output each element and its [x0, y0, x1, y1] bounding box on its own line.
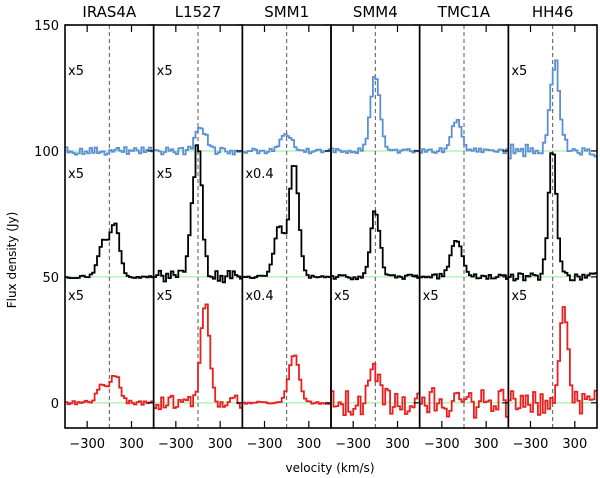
spectrum-top — [331, 76, 420, 154]
x-tick-label: −300 — [513, 437, 549, 452]
x-tick-label: 300 — [385, 437, 410, 452]
spectrum-bottom — [153, 303, 243, 411]
panel-title: HH46 — [532, 3, 574, 21]
spectrum-top — [242, 133, 331, 155]
spectrum-bottom — [419, 387, 509, 419]
spectrum-bottom — [508, 306, 597, 416]
spectrum-top — [153, 126, 243, 156]
y-tick-label: 50 — [42, 271, 59, 286]
spectrum-top — [508, 59, 597, 160]
y-axis-label: Flux density (Jy) — [5, 212, 19, 309]
spectrum-top — [419, 119, 509, 155]
x-tick-label: 300 — [296, 437, 321, 452]
y-tick-label: 0 — [51, 397, 59, 412]
multiplier-label: x5 — [157, 289, 173, 304]
multiplier-label: x5 — [157, 167, 173, 182]
multiplier-label: x0.4 — [245, 289, 273, 304]
panel-title: SMM4 — [353, 3, 398, 21]
multiplier-label: x5 — [68, 289, 84, 304]
spectrum-middle — [419, 240, 509, 280]
multiplier-label: x0.4 — [245, 167, 273, 182]
y-tick-label: 100 — [34, 145, 59, 160]
x-tick-label: 300 — [119, 437, 144, 452]
multiplier-label: x5 — [511, 289, 527, 304]
spectrum-bottom — [65, 375, 154, 406]
panel: −300 300 SMM4 x5 — [330, 3, 421, 452]
panel: −300 300 TMC1A x5 — [418, 3, 510, 452]
spectrum-bottom — [242, 354, 331, 405]
panel-frame — [418, 24, 510, 429]
multiplier-label: x5 — [511, 64, 527, 79]
multiplier-label: x5 — [68, 167, 84, 182]
panel: −300 300 IRAS4A x5 x5 x5 — [64, 3, 155, 452]
multiplier-label: x5 — [334, 289, 350, 304]
panel-title: TMC1A — [437, 3, 491, 21]
x-tick-label: −300 — [158, 437, 194, 452]
x-tick-label: 300 — [208, 437, 233, 452]
panels-layer: 0 50 100 150 −300 300 IRAS4A x5 x5 x5 −300 300 L1527… — [34, 3, 598, 452]
spectrum-bottom — [331, 362, 420, 416]
spectrum-middle — [153, 144, 243, 284]
panel-title: L1527 — [175, 3, 222, 21]
spectrum-middle — [65, 222, 154, 279]
panel: −300 300 L1527 x5 x5 x5 — [152, 3, 244, 452]
spectrum-middle — [508, 152, 597, 282]
panel: −300 300 HH46 x5 x5 — [507, 3, 598, 452]
multiplier-label: x5 — [157, 64, 173, 79]
panel-frame — [507, 24, 598, 429]
x-tick-label: −300 — [247, 437, 283, 452]
y-tick-label: 150 — [34, 19, 59, 34]
panel: −300 300 SMM1 x0.4 x0.4 — [241, 3, 332, 452]
x-tick-label: −300 — [335, 437, 371, 452]
panel-title: SMM1 — [264, 3, 309, 21]
multiplier-label: x5 — [423, 289, 439, 304]
x-tick-label: 300 — [474, 437, 499, 452]
spectrum-top — [65, 146, 154, 156]
spectrum-middle — [242, 165, 331, 279]
x-tick-label: −300 — [69, 437, 105, 452]
panel-title: IRAS4A — [82, 3, 137, 21]
panel-frame — [64, 24, 155, 429]
x-axis-label: velocity (km/s) — [285, 461, 374, 475]
spectrum-middle — [331, 210, 420, 281]
x-tick-label: −300 — [424, 437, 460, 452]
multiplier-label: x5 — [68, 64, 84, 79]
x-tick-label: 300 — [562, 437, 587, 452]
